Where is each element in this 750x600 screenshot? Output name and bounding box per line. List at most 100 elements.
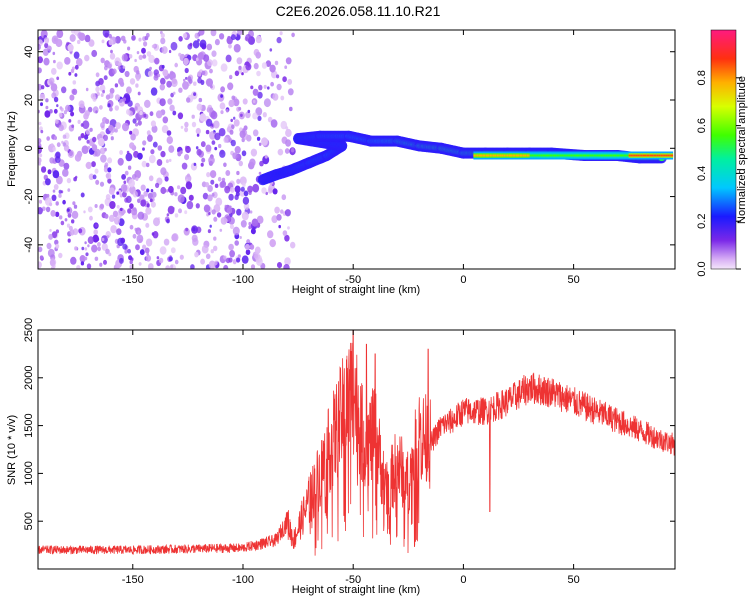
band-core: [623, 154, 626, 157]
noise-blob: [121, 174, 126, 180]
band-core: [651, 154, 654, 157]
noise-blob: [166, 130, 172, 136]
noise-blob: [258, 142, 262, 146]
noise-blob: [153, 44, 156, 47]
noise-blob: [185, 227, 189, 232]
noise-blob: [58, 193, 62, 198]
band-core: [663, 154, 667, 157]
noise-blob: [44, 42, 49, 49]
noise-blob: [193, 81, 197, 86]
noise-blob: [60, 220, 65, 226]
snr-axes: -150 -100 -50 0 50 500 1000 1500 2000 2500: [23, 318, 675, 586]
band-core: [492, 154, 495, 157]
noise-blob: [145, 254, 152, 262]
noise-blob: [174, 62, 178, 68]
noise-blob: [131, 207, 138, 216]
noise-blob: [50, 210, 56, 217]
noise-blob: [236, 57, 243, 65]
noise-blob: [78, 136, 82, 141]
noise-blob: [109, 201, 116, 209]
noise-blob: [146, 203, 150, 208]
noise-blob: [205, 129, 210, 135]
noise-blob: [238, 160, 243, 167]
noise-blob: [211, 123, 214, 127]
noise-blob: [39, 153, 43, 158]
noise-blob: [231, 95, 236, 101]
noise-blob: [134, 106, 138, 111]
noise-blob: [219, 33, 225, 40]
noise-blob: [158, 257, 164, 264]
noise-blob: [203, 204, 211, 213]
noise-blob: [66, 208, 70, 212]
noise-blob: [195, 146, 199, 150]
noise-blob: [255, 51, 261, 59]
noise-blob: [53, 96, 59, 103]
band-core: [653, 154, 656, 157]
noise-blob: [249, 210, 253, 214]
snr-ytick-label: 2500: [23, 318, 35, 342]
noise-blob: [69, 229, 75, 236]
noise-blob: [53, 184, 59, 190]
noise-blob: [184, 154, 190, 161]
noise-blob: [280, 120, 288, 130]
noise-blob: [84, 256, 88, 261]
noise-blob: [64, 57, 71, 65]
noise-blob: [132, 118, 137, 124]
noise-blob: [38, 138, 42, 144]
noise-blob: [256, 70, 261, 77]
noise-blob: [150, 149, 155, 155]
noise-blob: [131, 174, 137, 180]
noise-blob: [254, 252, 261, 260]
noise-blob: [128, 179, 136, 188]
spectrum-ytick-label: 0: [23, 145, 35, 151]
noise-blob: [95, 223, 98, 228]
noise-blob: [180, 186, 187, 195]
noise-blob: [261, 62, 267, 69]
noise-blob: [142, 54, 147, 59]
noise-blob: [55, 243, 60, 249]
noise-blob: [51, 231, 58, 239]
noise-blob: [73, 204, 78, 209]
snr-xtick-label: -50: [345, 574, 361, 586]
noise-blob: [184, 127, 189, 133]
spectrum-xtick-label: 0: [460, 274, 466, 286]
noise-blob: [160, 37, 166, 45]
noise-blob: [105, 173, 110, 179]
snr-xtick-label: 50: [567, 574, 579, 586]
noise-blob: [49, 157, 55, 164]
noise-blob: [231, 124, 235, 129]
noise-blob: [228, 43, 232, 49]
noise-blob: [229, 129, 234, 135]
noise-blob: [84, 34, 91, 43]
noise-blob: [187, 76, 192, 82]
spectrum-ytick-label: 20: [23, 94, 35, 106]
noise-blob: [236, 257, 241, 263]
noise-blob: [124, 197, 129, 203]
noise-blob: [58, 124, 64, 132]
noise-blob: [161, 125, 169, 134]
noise-blob: [58, 252, 63, 259]
noise-blob: [38, 157, 42, 164]
band-core: [646, 154, 649, 157]
noise-blob: [101, 235, 108, 244]
noise-blob: [69, 34, 76, 42]
noise-blob: [237, 30, 243, 36]
noise-blob: [233, 116, 236, 120]
noise-blob: [232, 152, 238, 160]
noise-blob: [191, 121, 197, 128]
snr-xtick-label: 0: [460, 574, 466, 586]
noise-blob: [92, 96, 97, 102]
spectrum-heatmap-marks: [38, 30, 674, 269]
noise-blob: [100, 122, 105, 129]
noise-blob: [285, 126, 289, 130]
noise-blob: [150, 201, 156, 208]
noise-blob: [116, 228, 122, 236]
noise-blob: [98, 78, 104, 85]
noise-blob: [115, 122, 121, 130]
noise-blob: [116, 191, 120, 195]
noise-blob: [100, 93, 104, 97]
band-core: [607, 154, 610, 157]
noise-blob: [195, 127, 201, 135]
noise-blob: [274, 206, 280, 214]
